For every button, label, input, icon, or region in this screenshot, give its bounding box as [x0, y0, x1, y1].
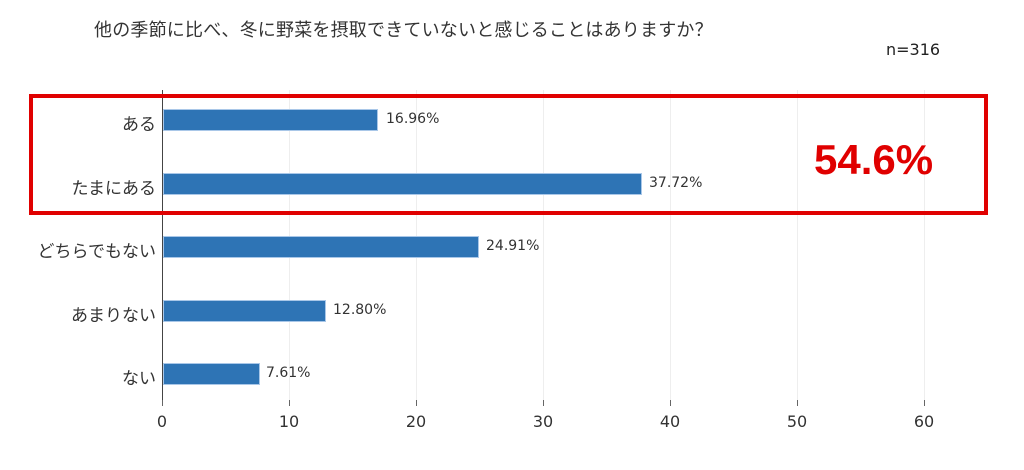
- x-tick: [416, 400, 417, 406]
- x-tick-label: 10: [278, 412, 300, 431]
- category-label: あまりない: [71, 306, 156, 326]
- gridline: [924, 90, 925, 400]
- gridline: [797, 90, 798, 400]
- value-label: 16.96%: [386, 111, 440, 127]
- gridline: [543, 90, 544, 400]
- category-label: どちらでもない: [37, 242, 157, 262]
- x-tick: [289, 400, 290, 406]
- plot-area: 0 10 20 30 40 50 60: [157, 90, 962, 431]
- bar-nai: [163, 363, 260, 385]
- sample-size-label: n=316: [886, 40, 941, 59]
- value-label: 24.91%: [486, 238, 540, 254]
- chart-title: 他の季節に比べ、冬に野菜を摂取できていないと感じることはありますか？: [94, 20, 713, 41]
- x-tick-label: 0: [156, 412, 168, 431]
- value-label: 37.72%: [649, 175, 703, 191]
- category-label: ある: [122, 115, 156, 135]
- x-tick-label: 20: [405, 412, 427, 431]
- value-label: 12.80%: [333, 302, 387, 318]
- bar-amari-nai: [163, 300, 326, 322]
- x-tick: [670, 400, 671, 406]
- x-tick: [797, 400, 798, 406]
- bar-dochira-demo-nai: [163, 236, 479, 258]
- value-label: 7.61%: [266, 365, 311, 381]
- x-tick-label: 50: [786, 412, 808, 431]
- x-tick-label: 40: [659, 412, 681, 431]
- bar-aru: [163, 109, 378, 131]
- category-label: たまにある: [71, 179, 157, 199]
- x-tick: [543, 400, 544, 406]
- x-tick-label: 60: [913, 412, 935, 431]
- y-axis-line: [162, 90, 163, 400]
- bar-tamani-aru: [163, 173, 642, 195]
- category-label: ない: [122, 369, 156, 389]
- highlight-box: [29, 94, 988, 215]
- highlight-total-label: 54.6%: [814, 136, 934, 183]
- x-tick-label: 30: [532, 412, 554, 431]
- x-tick: [924, 400, 925, 406]
- x-tick: [162, 400, 163, 406]
- gridline: [670, 90, 671, 400]
